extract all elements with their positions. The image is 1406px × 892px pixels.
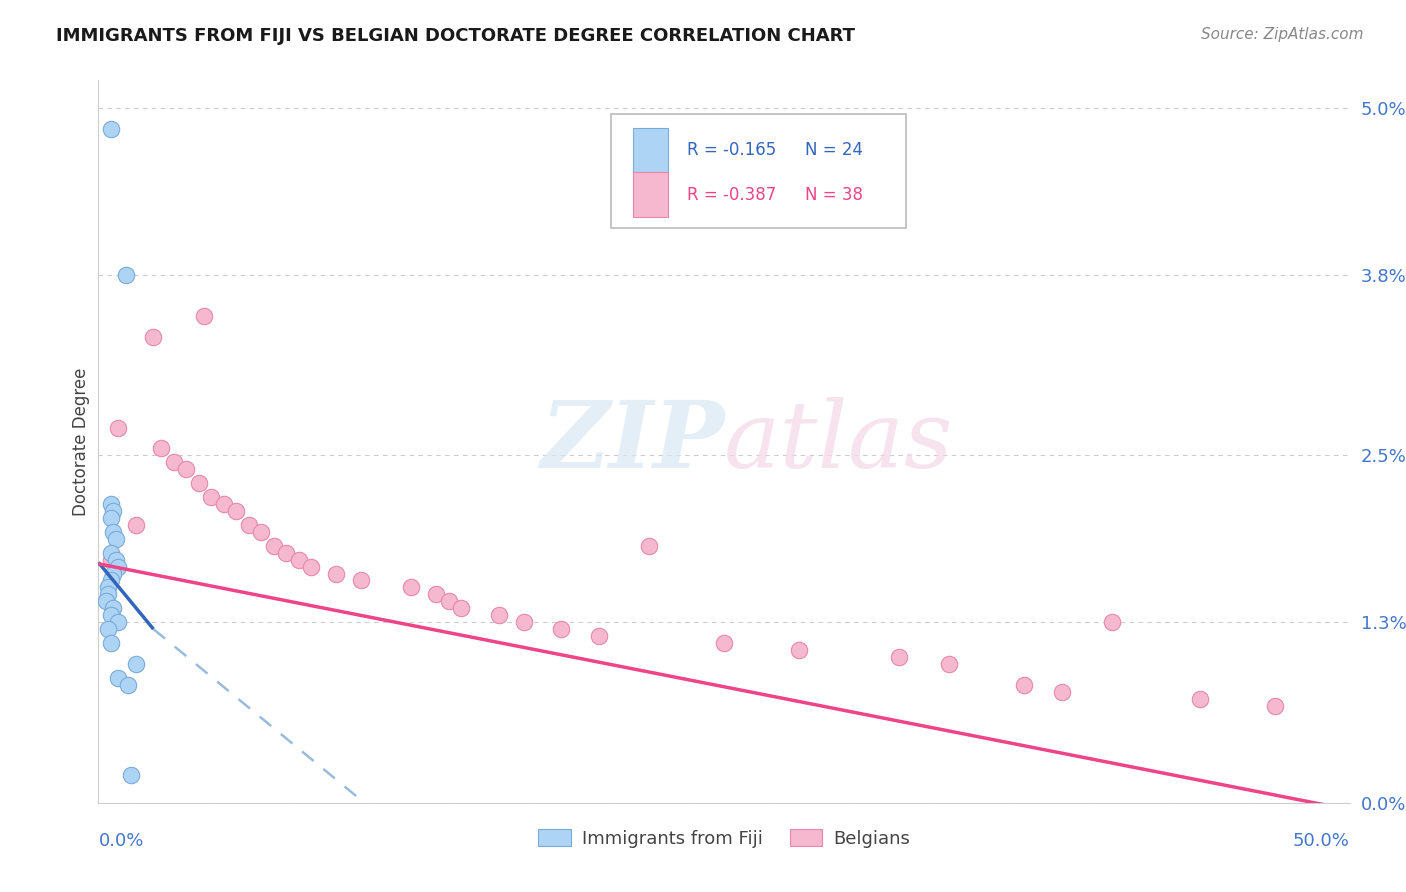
Point [107,559,129,574]
Point [125,657,148,671]
Y-axis label: Doctorate Degree: Doctorate Degree [72,368,90,516]
Point [97,587,120,601]
Point [103,504,125,518]
Point [193,310,215,324]
Point [238,517,260,532]
Text: N = 24: N = 24 [806,141,863,159]
Point [107,671,129,685]
Point [107,420,129,434]
Point [713,636,735,650]
Point [100,552,122,566]
Point [100,574,122,588]
Point [120,768,142,782]
Point [94,594,117,608]
Point [1101,615,1123,630]
Point [550,622,572,636]
Point [299,559,322,574]
FancyBboxPatch shape [612,114,905,228]
Point [150,442,173,456]
Point [104,532,127,546]
Text: ZIP: ZIP [540,397,724,486]
Point [115,268,138,282]
Point [107,615,129,630]
Text: 50.0%: 50.0% [1294,831,1350,850]
Point [100,636,122,650]
Point [104,552,127,566]
Text: R = -0.165: R = -0.165 [686,141,776,159]
Point [325,566,347,581]
Point [401,581,423,595]
Point [100,497,122,511]
Text: IMMIGRANTS FROM FIJI VS BELGIAN DOCTORATE DEGREE CORRELATION CHART: IMMIGRANTS FROM FIJI VS BELGIAN DOCTORAT… [56,27,855,45]
Point [117,678,139,692]
Text: atlas: atlas [724,397,953,486]
Point [212,497,235,511]
Point [274,546,298,560]
Point [287,552,309,566]
Point [100,511,122,525]
Point [100,122,122,136]
Point [97,581,120,595]
Point [162,455,184,469]
Point [1188,691,1211,706]
Point [437,594,460,608]
Point [250,524,273,539]
Point [787,643,810,657]
Point [938,657,960,671]
Point [125,517,148,532]
FancyBboxPatch shape [633,172,668,218]
Point [889,649,911,664]
Point [638,539,661,553]
Point [488,608,510,623]
Point [100,546,122,560]
Point [103,524,125,539]
FancyBboxPatch shape [633,128,668,172]
Point [103,566,125,581]
Point [1014,678,1036,692]
Text: 0.0%: 0.0% [98,831,143,850]
Point [225,504,247,518]
Point [425,587,447,601]
Point [513,615,536,630]
Point [187,476,209,491]
Point [103,601,125,615]
Point [97,622,120,636]
Point [450,601,472,615]
Point [142,330,165,344]
Legend: Immigrants from Fiji, Belgians: Immigrants from Fiji, Belgians [531,822,917,855]
Point [100,608,122,623]
Point [588,629,610,643]
Point [350,574,373,588]
Text: N = 38: N = 38 [806,186,863,204]
Point [1050,684,1073,698]
Point [1264,698,1286,713]
Text: Source: ZipAtlas.com: Source: ZipAtlas.com [1201,27,1364,42]
Point [200,490,222,504]
Text: R = -0.387: R = -0.387 [686,186,776,204]
Point [174,462,197,476]
Point [263,539,285,553]
